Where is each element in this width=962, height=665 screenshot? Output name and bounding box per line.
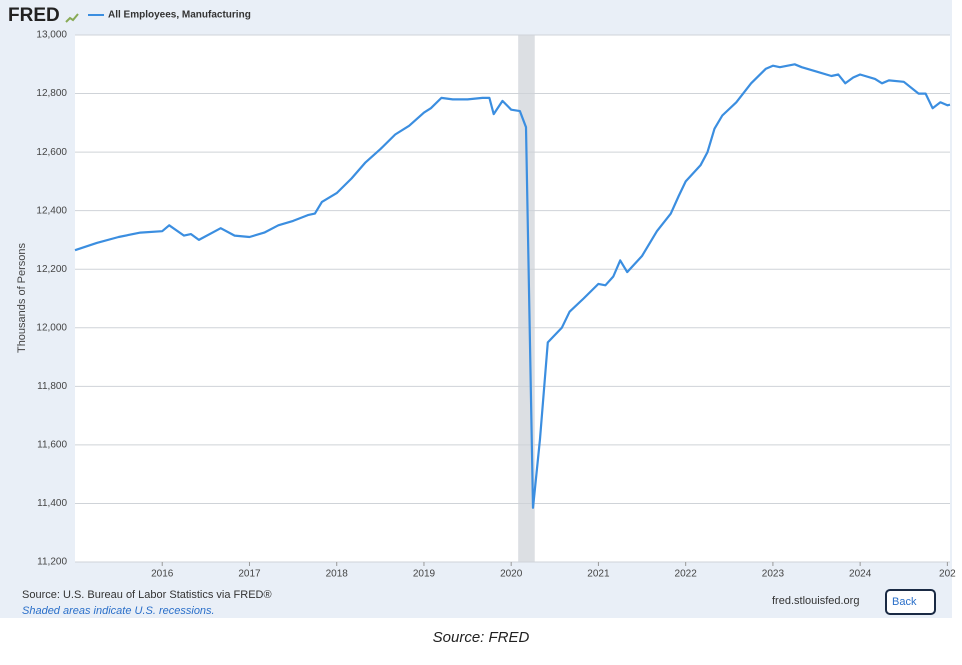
url: fred.stlouisfed.org <box>772 595 859 607</box>
y-tick-label: 12,600 <box>36 147 67 158</box>
source: Source: U.S. Bureau of Labor Statistics … <box>22 589 272 601</box>
x-tick-label: 2019 <box>413 569 436 580</box>
x-tick-label: 202 <box>939 569 956 580</box>
y-tick-label: 12,800 <box>36 88 67 99</box>
y-tick-label: 12,000 <box>36 322 67 333</box>
plot-area <box>75 35 950 562</box>
y-tick-label: 12,200 <box>36 264 67 275</box>
y-tick-label: 13,000 <box>36 30 67 41</box>
y-tick-label: 11,800 <box>37 381 67 392</box>
x-tick-label: 2018 <box>326 569 349 580</box>
x-tick-label: 2021 <box>587 569 610 580</box>
y-tick-label: 12,400 <box>36 205 67 216</box>
back-button[interactable] <box>885 589 936 615</box>
y-tick-label: 11,400 <box>37 498 67 509</box>
caption: Source: FRED <box>433 629 530 646</box>
series-line <box>74 63 951 509</box>
y-axis-label: Thousands of Persons <box>16 242 28 353</box>
legend-label: All Employees, Manufacturing <box>108 10 251 21</box>
logo-icon <box>65 13 79 23</box>
logo: FRED <box>8 5 60 26</box>
y-tick-label: 11,200 <box>37 557 67 568</box>
y-tick-label: 11,600 <box>37 440 67 451</box>
x-tick-label: 2020 <box>500 569 523 580</box>
x-tick-label: 2022 <box>675 569 698 580</box>
back-button-label[interactable]: Back <box>892 596 917 608</box>
x-tick-label: 2016 <box>151 569 174 580</box>
x-tick-label: 2017 <box>238 569 261 580</box>
x-tick-label: 2023 <box>762 569 785 580</box>
note: Shaded areas indicate U.S. recessions. <box>22 605 215 617</box>
x-tick-label: 2024 <box>849 569 872 580</box>
